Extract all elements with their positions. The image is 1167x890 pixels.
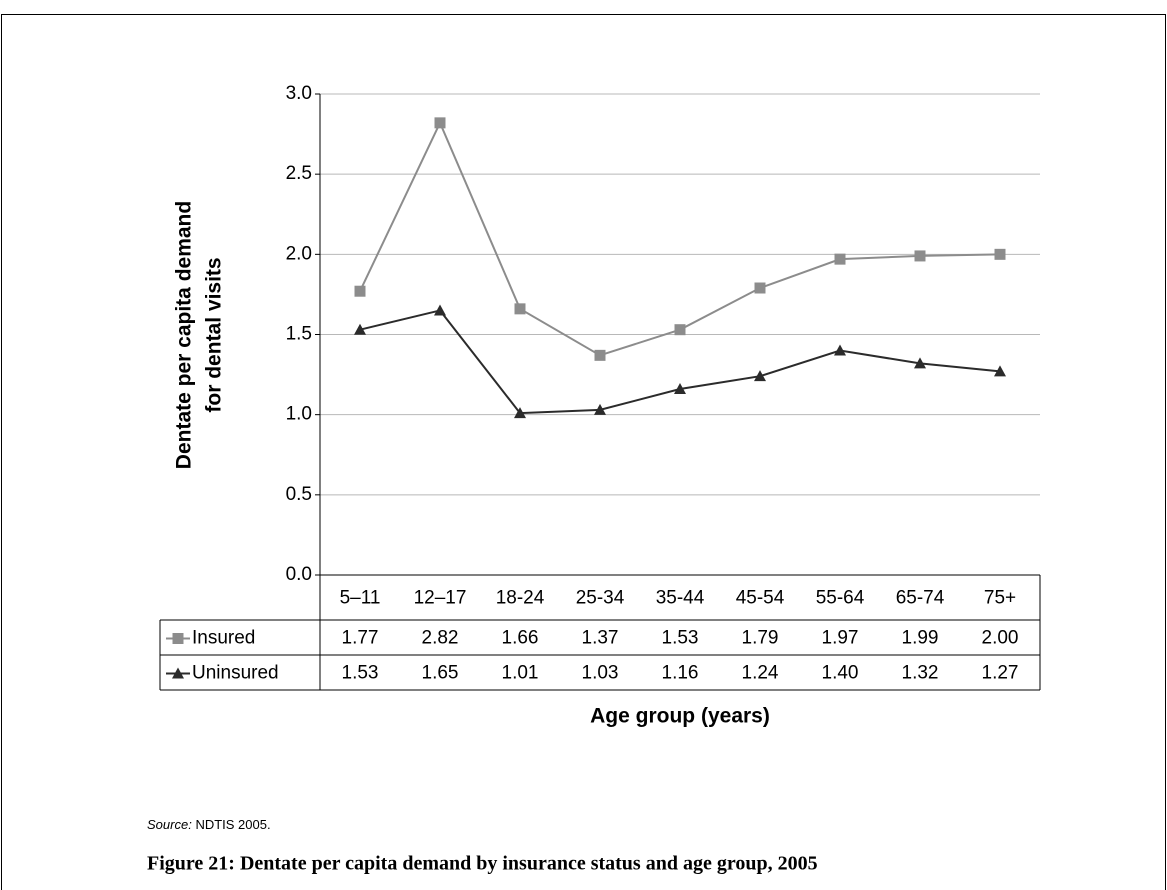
point-marker (834, 253, 846, 265)
y-axis-title-line: Dentate per capita demand (173, 201, 196, 469)
source-label: Source: (147, 817, 192, 832)
table-value: 2.82 (422, 628, 459, 649)
x-tick-label: 18-24 (496, 588, 545, 609)
y-tick-label: 1.0 (286, 404, 312, 425)
table-value: 1.16 (662, 663, 699, 684)
point-marker (914, 250, 926, 262)
legend-label: Uninsured (192, 663, 279, 684)
table-value: 1.32 (902, 663, 939, 684)
table-value: 2.00 (982, 628, 1019, 649)
series-line (359, 120, 1001, 357)
table-value: 1.37 (582, 628, 619, 649)
x-tick-label: 55-64 (816, 588, 865, 609)
point-marker (434, 304, 446, 316)
table-value: 1.97 (822, 628, 859, 649)
x-tick-label: 5–11 (340, 588, 381, 609)
point-marker (594, 403, 606, 415)
point-marker (674, 383, 686, 395)
point-marker (434, 117, 446, 129)
x-tick-label: 25-34 (576, 588, 625, 609)
table-value: 1.66 (502, 628, 539, 649)
y-tick-label: 0.5 (286, 484, 312, 505)
point-marker (754, 282, 766, 294)
point-marker (754, 370, 766, 382)
legend-label: Insured (192, 628, 255, 649)
table-value: 1.53 (342, 663, 379, 684)
x-tick-label: 45-54 (736, 588, 785, 609)
point-marker (994, 248, 1006, 260)
point-marker (594, 349, 606, 361)
point-marker (674, 324, 686, 336)
point-marker (354, 285, 366, 297)
x-tick-label: 65-74 (896, 588, 945, 609)
x-axis-title: Age group (years) (590, 705, 770, 728)
point-marker (914, 357, 926, 369)
table-value: 1.03 (582, 663, 619, 684)
table-value: 1.53 (662, 628, 699, 649)
y-tick-label: 1.5 (286, 324, 312, 345)
point-marker (994, 365, 1006, 377)
point-marker (834, 344, 846, 356)
point-marker (514, 303, 526, 315)
point-marker (172, 667, 184, 679)
y-tick-label: 2.5 (286, 163, 312, 184)
point-marker (514, 407, 526, 419)
table-value: 1.40 (822, 663, 859, 684)
y-tick-label: 3.0 (286, 83, 312, 104)
table-value: 1.99 (902, 628, 939, 649)
table-value: 1.27 (982, 663, 1019, 684)
point-marker (354, 323, 366, 335)
table-value: 1.79 (742, 628, 779, 649)
source-text: NDTIS 2005. (195, 817, 270, 832)
x-tick-label: 75+ (984, 588, 1016, 609)
point-marker (172, 633, 184, 644)
y-tick-label: 2.0 (286, 243, 312, 264)
figure-caption: Figure 21: Dentate per capita demand by … (147, 853, 818, 875)
y-axis-title-line: for dental visits (203, 257, 226, 412)
x-tick-label: 35-44 (656, 588, 705, 609)
page-frame (1, 14, 1166, 890)
y-tick-label: 0.0 (286, 564, 312, 585)
table-value: 1.01 (502, 663, 539, 684)
table-value: 1.65 (422, 663, 459, 684)
x-tick-label: 12–17 (414, 588, 467, 609)
table-value: 1.24 (742, 663, 779, 684)
table-value: 1.77 (342, 628, 379, 649)
source-note: Source: NDTIS 2005. (147, 817, 271, 832)
y-axis-title: Dentate per capita demand for dental vis… (173, 201, 226, 469)
